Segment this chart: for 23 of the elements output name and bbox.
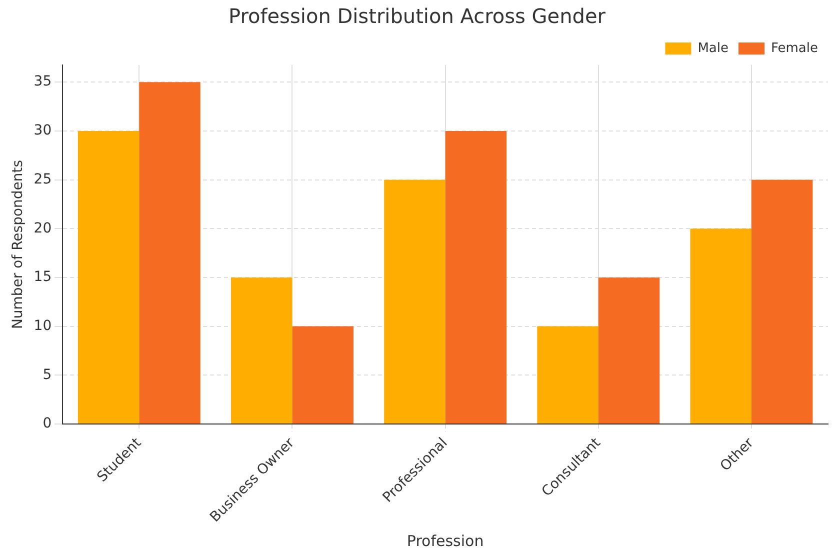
legend-label: Male — [698, 40, 728, 56]
y-tick-label: 20 — [34, 220, 52, 236]
y-tick-label: 15 — [34, 269, 52, 286]
bar — [751, 180, 813, 424]
x-axis-title: Profession — [406, 532, 484, 550]
bar — [292, 326, 354, 424]
bar — [445, 130, 507, 424]
legend-label: Female — [770, 40, 818, 56]
y-tick-label: 30 — [34, 122, 52, 139]
y-tick-label: 35 — [34, 74, 52, 90]
bar — [537, 326, 598, 424]
bar — [384, 180, 446, 424]
y-tick-label: 0 — [42, 416, 52, 432]
bar — [231, 277, 292, 424]
bar — [598, 277, 660, 424]
bar — [690, 228, 752, 424]
y-tick-label: 10 — [34, 318, 52, 334]
y-tick-label: 5 — [42, 366, 52, 383]
bar — [78, 130, 140, 424]
chart-title: Profession Distribution Across Gender — [228, 4, 606, 28]
y-tick-label: 25 — [34, 171, 52, 188]
y-axis-title: Number of Respondents — [10, 160, 26, 330]
bar — [139, 82, 200, 424]
